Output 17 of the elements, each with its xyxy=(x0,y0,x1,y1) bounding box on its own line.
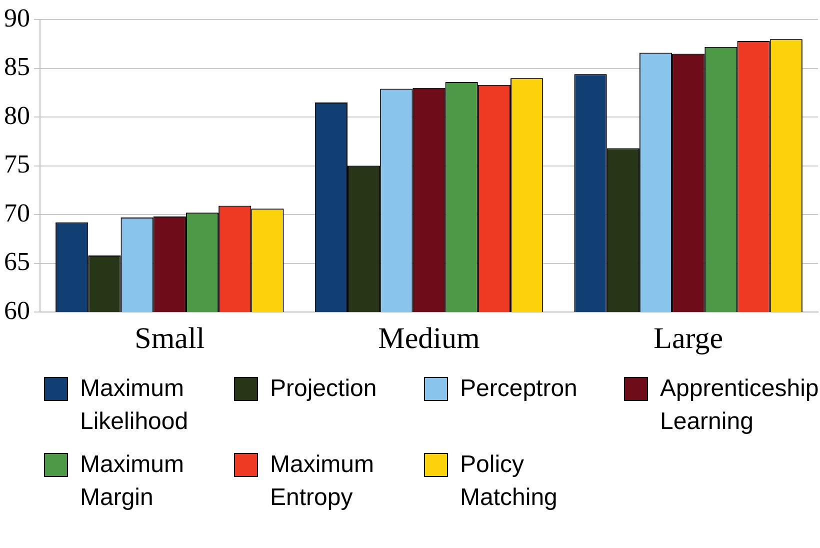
y-tick-label: 85 xyxy=(4,52,30,82)
legend-label: Maximum Margin xyxy=(80,450,186,513)
y-tick-label: 60 xyxy=(4,296,30,325)
legend-label: Projection xyxy=(270,374,378,404)
legend-label: Perceptron xyxy=(460,374,578,404)
legend-label: Apprenticeship Learning xyxy=(660,374,819,437)
legend-label: Policy Matching xyxy=(460,450,558,513)
legend-label: Maximum Entropy xyxy=(270,450,376,513)
x-tick-label: Small xyxy=(134,322,205,355)
legend-label: Maximum Likelihood xyxy=(80,374,190,437)
x-tick-label: Medium xyxy=(378,322,480,355)
x-tick-label: Large xyxy=(654,322,724,355)
y-tick-label: 65 xyxy=(4,247,30,276)
y-tick-label: 75 xyxy=(4,150,30,179)
y-tick-label: 90 xyxy=(4,3,30,32)
y-tick-label: 70 xyxy=(4,198,30,228)
y-tick-label: 80 xyxy=(4,100,30,130)
